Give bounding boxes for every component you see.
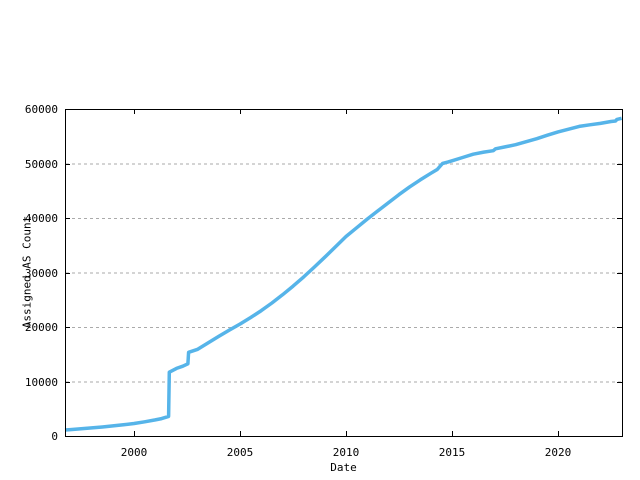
data-line-assigned-as-count: [64, 116, 622, 432]
y-tick-label: 50000: [25, 158, 58, 171]
x-tick-label: 2005: [227, 446, 254, 459]
y-tick-label: 0: [51, 430, 58, 443]
y-tick-label: 30000: [25, 267, 58, 280]
x-tick-label: 2020: [545, 446, 572, 459]
y-tick-label: 20000: [25, 321, 58, 334]
x-tick-label: 2000: [121, 446, 148, 459]
y-tick-label: 60000: [25, 103, 58, 116]
y-tick-label: 40000: [25, 212, 58, 225]
x-tick-label: 2010: [333, 446, 360, 459]
x-tick-label: 2015: [439, 446, 466, 459]
y-axis-label: Assigned AS Count: [20, 215, 34, 329]
x-axis-label: Date: [330, 461, 357, 474]
y-tick-label: 10000: [25, 376, 58, 389]
